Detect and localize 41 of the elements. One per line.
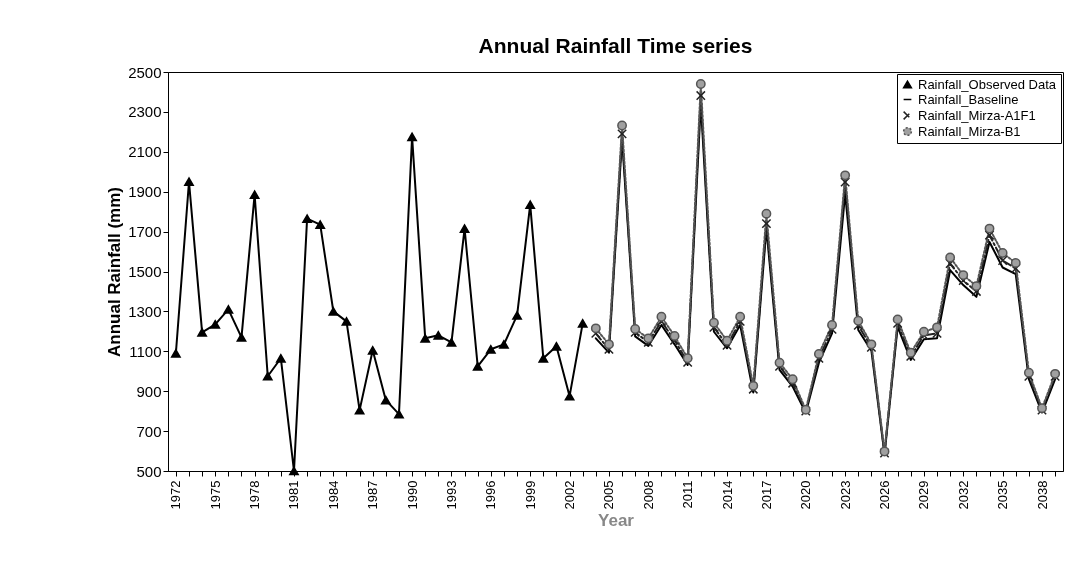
y-tick-label: 1700 [128, 223, 162, 241]
x-tick-label: 2014 [719, 480, 735, 510]
x-tick-label: 1984 [325, 480, 341, 510]
x-tick-label: 1975 [207, 480, 223, 510]
x-tick-label: 2035 [995, 480, 1011, 510]
x-tick-label: 2032 [955, 480, 971, 510]
x-tick-label: 2023 [837, 480, 853, 510]
x-tick-label: 2029 [916, 480, 932, 510]
x-tick-label: 2017 [758, 480, 774, 510]
x-tick-label: 1990 [404, 480, 420, 510]
x-tick-label: 1993 [443, 480, 459, 510]
x-tick-label: 2038 [1034, 480, 1050, 510]
y-tick-label: 2100 [128, 143, 162, 161]
x-tick-label: 1978 [247, 480, 263, 510]
legend-label: Rainfall_Mirza-A1F1 [918, 107, 1036, 123]
y-tick-label: 1300 [128, 302, 162, 320]
y-tick-label: 700 [136, 422, 162, 440]
y-axis-title: Annual Rainfall (mm) [105, 186, 125, 358]
y-tick-label: 500 [136, 462, 162, 480]
x-tick-label: 1999 [522, 480, 538, 510]
x-tick-label: 2002 [562, 480, 578, 510]
y-tick-label: 2300 [128, 103, 162, 121]
legend-label: Rainfall_Observed Data [918, 76, 1057, 92]
chart-title: Annual Rainfall Time series [478, 34, 753, 57]
x-tick-label: 1987 [365, 480, 381, 510]
legend-label: Rainfall_Mirza-B1 [918, 123, 1021, 139]
x-tick-label: 2026 [877, 480, 893, 510]
x-axis-title: Year [598, 511, 635, 531]
x-tick-label: 1972 [168, 480, 184, 510]
x-tick-label: 2005 [601, 480, 617, 510]
x-tick-label: 2011 [680, 480, 696, 509]
legend-label: Rainfall_Baseline [918, 91, 1019, 107]
x-tick-label: 1996 [483, 480, 499, 510]
y-tick-label: 1500 [128, 263, 162, 280]
y-tick-label: 900 [136, 382, 162, 400]
x-tick-label: 2008 [640, 480, 656, 510]
x-tick-label: 2020 [798, 480, 814, 510]
x-tick-label: 1981 [286, 480, 302, 510]
y-tick-label: 2500 [128, 63, 162, 81]
y-tick-label: 1900 [128, 183, 162, 201]
y-tick-label: 1100 [129, 342, 162, 360]
